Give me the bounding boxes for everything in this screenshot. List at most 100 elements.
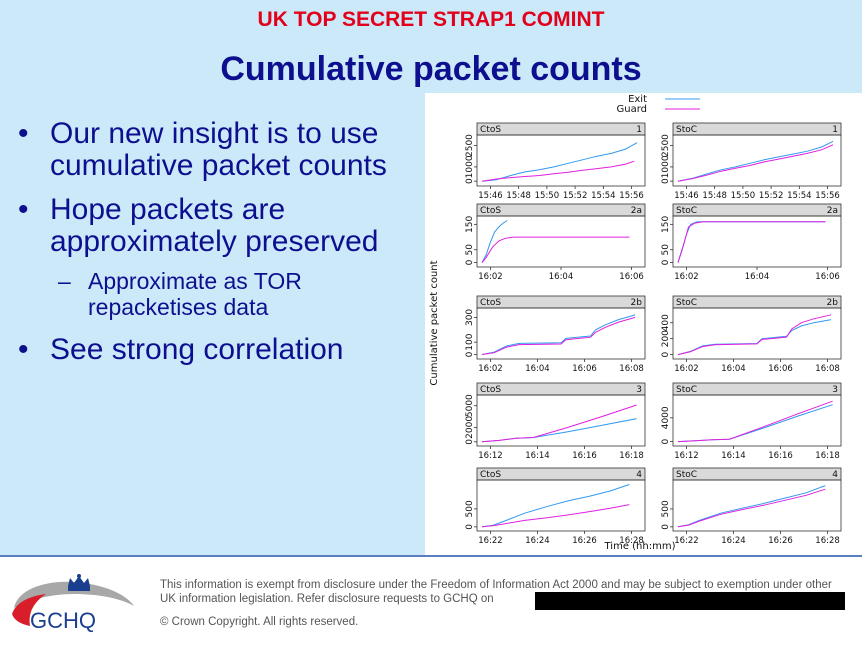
x-tick-label: 15:48 xyxy=(506,191,531,201)
x-tick-label: 16:26 xyxy=(572,536,597,546)
x-tick-label: 15:54 xyxy=(787,191,812,201)
sub-bullet-text: Approximate as TOR repacketises data xyxy=(88,268,302,320)
y-tick-label: 2000 xyxy=(465,416,475,439)
x-tick-label: 16:22 xyxy=(478,536,503,546)
x-tick-label: 16:12 xyxy=(674,451,699,461)
panel-id: 3 xyxy=(636,385,642,395)
bullet-item: • Our new insight is to use cumulative pa… xyxy=(18,117,387,182)
series-line xyxy=(481,484,630,528)
y-tick-label: 0 xyxy=(465,259,475,265)
bullet-text: Hope packets are approximately preserved xyxy=(50,193,379,258)
x-axis-title: Time (hh:mm) xyxy=(604,541,676,552)
panel-frame xyxy=(476,307,646,360)
x-tick-label: 15:56 xyxy=(815,191,840,201)
logo-swoosh xyxy=(14,581,134,608)
y-tick-label: 2500 xyxy=(661,134,671,157)
legend-label: Guard xyxy=(617,104,648,115)
x-tick-label: 16:18 xyxy=(815,451,840,461)
bullet-list: • Our new insight is to use cumulative pa… xyxy=(18,118,418,378)
series-line xyxy=(677,488,826,528)
panel-header xyxy=(476,382,646,396)
x-tick-label: 16:24 xyxy=(525,536,550,546)
x-tick-label: 16:04 xyxy=(745,272,770,282)
x-tick-label: 16:02 xyxy=(478,272,503,282)
series-line xyxy=(481,142,638,182)
panel-frame xyxy=(672,394,842,447)
x-tick-label: 16:02 xyxy=(478,364,503,374)
panel-label: StoC xyxy=(676,298,697,308)
y-tick-label: 150 xyxy=(465,215,475,232)
series-line xyxy=(677,140,834,182)
x-tick-label: 16:08 xyxy=(815,364,840,374)
x-tick-label: 16:16 xyxy=(572,451,597,461)
panel-id: 4 xyxy=(832,470,838,480)
copyright-notice: © Crown Copyright. All rights reserved. xyxy=(160,616,359,628)
panel-header xyxy=(476,295,646,309)
panel-id: 1 xyxy=(636,125,642,135)
x-tick-label: 16:08 xyxy=(619,364,644,374)
x-tick-label: 16:06 xyxy=(572,364,597,374)
panel-id: 2b xyxy=(631,298,643,308)
y-tick-label: 2500 xyxy=(465,134,475,157)
disclosure-notice: This information is exempt from disclosu… xyxy=(160,579,832,605)
y-tick-label: 300 xyxy=(465,309,475,326)
series-line xyxy=(481,404,637,443)
bullet-item: • Hope packets are approximately preserve… xyxy=(18,193,379,258)
bullet-text: See strong correlation xyxy=(50,333,344,366)
panel-frame xyxy=(476,134,646,187)
footer-divider xyxy=(0,555,862,557)
y-tick-label: 100 xyxy=(465,333,475,350)
panel-header xyxy=(476,467,646,481)
series-line xyxy=(481,504,630,528)
x-tick-label: 15:48 xyxy=(702,191,727,201)
x-tick-label: 16:04 xyxy=(549,272,574,282)
y-tick-label: 0 xyxy=(465,351,475,357)
x-tick-label: 16:02 xyxy=(674,272,699,282)
bullet-item: • See strong correlation xyxy=(18,333,344,366)
series-line xyxy=(481,314,636,355)
x-tick-label: 16:04 xyxy=(525,364,550,374)
legend-label: Exit xyxy=(628,94,647,105)
slide-title: Cumulative packet counts xyxy=(220,50,642,88)
series-line xyxy=(481,220,508,263)
x-tick-label: 16:06 xyxy=(815,272,840,282)
panel-label: StoC xyxy=(676,206,697,216)
y-tick-label: 500 xyxy=(465,500,475,517)
sub-bullet-item: – Approximate as TOR repacketises data xyxy=(58,268,302,320)
x-tick-label: 16:12 xyxy=(478,451,503,461)
series-line xyxy=(677,144,834,182)
x-tick-label: 16:14 xyxy=(525,451,550,461)
panel-frame xyxy=(672,307,842,360)
panel-label: StoC xyxy=(676,470,697,480)
y-tick-label: 0 xyxy=(465,439,475,445)
series-line xyxy=(677,221,826,263)
y-tick-label: 4000 xyxy=(661,406,671,429)
panel-frame xyxy=(476,394,646,447)
x-tick-label: 16:04 xyxy=(721,364,746,374)
y-tick-label: 0 xyxy=(661,178,671,184)
panel-label: StoC xyxy=(676,385,697,395)
series-line xyxy=(481,160,635,182)
x-tick-label: 16:06 xyxy=(768,364,793,374)
panel-header xyxy=(672,203,842,217)
x-tick-label: 16:22 xyxy=(674,536,699,546)
panel-frame xyxy=(672,479,842,532)
panel-label: CtoS xyxy=(480,385,501,395)
series-line xyxy=(677,314,832,356)
panel-label: CtoS xyxy=(480,125,501,135)
panel-frame xyxy=(672,134,842,187)
x-tick-label: 16:06 xyxy=(619,272,644,282)
bullet-text: Our new insight is to use cumulative pac… xyxy=(50,117,387,182)
panel-id: 2a xyxy=(827,206,838,216)
y-tick-label: 50 xyxy=(661,244,671,256)
panel-id: 2a xyxy=(631,206,642,216)
x-tick-label: 15:54 xyxy=(591,191,616,201)
figure-container: Exit Guard CtoS 1 0 1000 2500 15:46 15:48 15:50 15… xyxy=(425,93,862,555)
panel-frame xyxy=(476,479,646,532)
panel-label: CtoS xyxy=(480,470,501,480)
logo-red-arc xyxy=(12,594,46,626)
panel-header xyxy=(672,295,842,309)
panel-header xyxy=(672,382,842,396)
panel-header xyxy=(672,467,842,481)
